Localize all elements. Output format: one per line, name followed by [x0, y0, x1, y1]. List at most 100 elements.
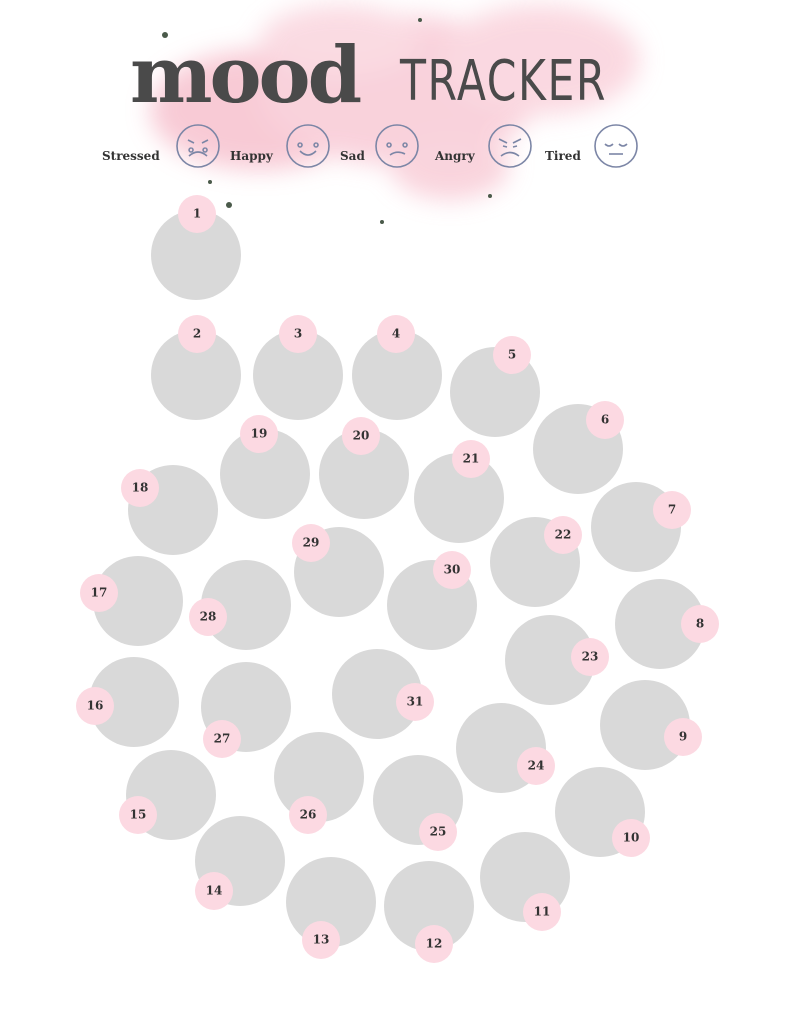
- day-badge: [302, 921, 340, 959]
- day-badge: [612, 819, 650, 857]
- day-badge: [292, 524, 330, 562]
- day-number: 18: [132, 481, 149, 495]
- day-cell: 22: [490, 516, 582, 607]
- mood-label: Sad: [340, 149, 365, 163]
- day-cell: 20: [319, 417, 409, 519]
- face-mouth: [389, 151, 406, 156]
- day-cell: 14: [195, 816, 285, 910]
- face-outline: [176, 124, 220, 168]
- day-cell: 17: [80, 556, 183, 646]
- day-badge: [342, 417, 380, 455]
- day-badge: [544, 516, 582, 554]
- day-cell: 19: [220, 415, 310, 519]
- day-cell: 4: [352, 315, 442, 420]
- day-number: 25: [430, 825, 447, 839]
- day-number: 11: [534, 905, 551, 919]
- day-number: 21: [463, 452, 480, 466]
- day-circle: [93, 556, 183, 646]
- day-badge: [419, 813, 457, 851]
- title-bold: mood: [130, 30, 361, 121]
- day-number: 28: [200, 610, 217, 624]
- day-cell: 24: [456, 703, 555, 793]
- face-eyes: [187, 139, 209, 153]
- day-badge: [586, 401, 624, 439]
- day-number: 12: [426, 937, 443, 951]
- day-cell: 26: [274, 732, 364, 834]
- day-badge: [452, 440, 490, 478]
- day-badge: [178, 195, 216, 233]
- face-eyes: [604, 143, 628, 147]
- day-number: 17: [91, 586, 108, 600]
- day-cell: 25: [373, 755, 463, 851]
- day-number: 5: [508, 348, 516, 362]
- face-eyes: [498, 138, 522, 148]
- day-number: 16: [87, 699, 104, 713]
- face-outline: [488, 124, 532, 168]
- day-circle: [151, 330, 241, 420]
- day-cell: 27: [201, 662, 291, 758]
- day-number: 29: [303, 536, 320, 550]
- day-badge: [664, 718, 702, 756]
- day-circle: [89, 657, 179, 747]
- mood-face: [594, 124, 638, 168]
- day-cell: 18: [121, 465, 218, 555]
- day-circle: [414, 453, 504, 543]
- day-number: 24: [528, 759, 545, 773]
- day-number: 6: [601, 413, 609, 427]
- day-badge: [396, 683, 434, 721]
- mood-legend: Stressed Happy Sad Angry Tired: [102, 124, 638, 168]
- day-badge: [415, 925, 453, 963]
- day-badge: [203, 720, 241, 758]
- day-circle: [615, 579, 705, 669]
- day-badge: [571, 638, 609, 676]
- face-mouth: [299, 150, 317, 156]
- day-cell: 23: [505, 615, 609, 705]
- day-cell: 13: [286, 857, 376, 959]
- mood-face: [488, 124, 532, 168]
- day-cell: 10: [555, 767, 650, 857]
- day-number: 30: [444, 563, 461, 577]
- day-badge: [493, 336, 531, 374]
- day-circle: [220, 429, 310, 519]
- day-badge: [121, 469, 159, 507]
- face-eyes: [297, 142, 319, 148]
- day-cell: 7: [591, 482, 691, 572]
- day-circle: [274, 732, 364, 822]
- day-badge: [178, 315, 216, 353]
- day-number: 26: [300, 808, 317, 822]
- day-number: 31: [407, 695, 424, 709]
- day-badge: [289, 796, 327, 834]
- day-number: 23: [582, 650, 599, 664]
- day-badge: [240, 415, 278, 453]
- day-badge: [653, 491, 691, 529]
- face-mouth: [500, 151, 520, 157]
- day-cell: 3: [253, 315, 343, 420]
- face-outline: [286, 124, 330, 168]
- day-number: 4: [392, 327, 400, 341]
- day-cell: 1: [151, 195, 241, 300]
- day-cell: 29: [292, 524, 384, 617]
- watercolor-splash: [150, 5, 640, 200]
- day-cell: 6: [533, 401, 624, 494]
- day-circle: [332, 649, 422, 739]
- day-badge: [681, 605, 719, 643]
- day-number: 10: [623, 831, 640, 845]
- day-badge: [377, 315, 415, 353]
- day-cell: 8: [615, 579, 719, 669]
- day-number: 13: [313, 933, 330, 947]
- day-circle: [352, 330, 442, 420]
- face-outline: [375, 124, 419, 168]
- day-cell: 21: [414, 440, 504, 543]
- day-badge: [189, 598, 227, 636]
- day-number: 9: [679, 730, 687, 744]
- day-badge: [119, 796, 157, 834]
- face-eyes: [386, 142, 408, 148]
- day-cell: 9: [600, 680, 702, 770]
- mood-label: Stressed: [102, 149, 160, 163]
- face-mouth: [188, 151, 208, 157]
- day-badge: [523, 893, 561, 931]
- day-number: 20: [353, 429, 370, 443]
- face-outline: [594, 124, 638, 168]
- day-number: 15: [130, 808, 147, 822]
- day-number: 8: [696, 617, 704, 631]
